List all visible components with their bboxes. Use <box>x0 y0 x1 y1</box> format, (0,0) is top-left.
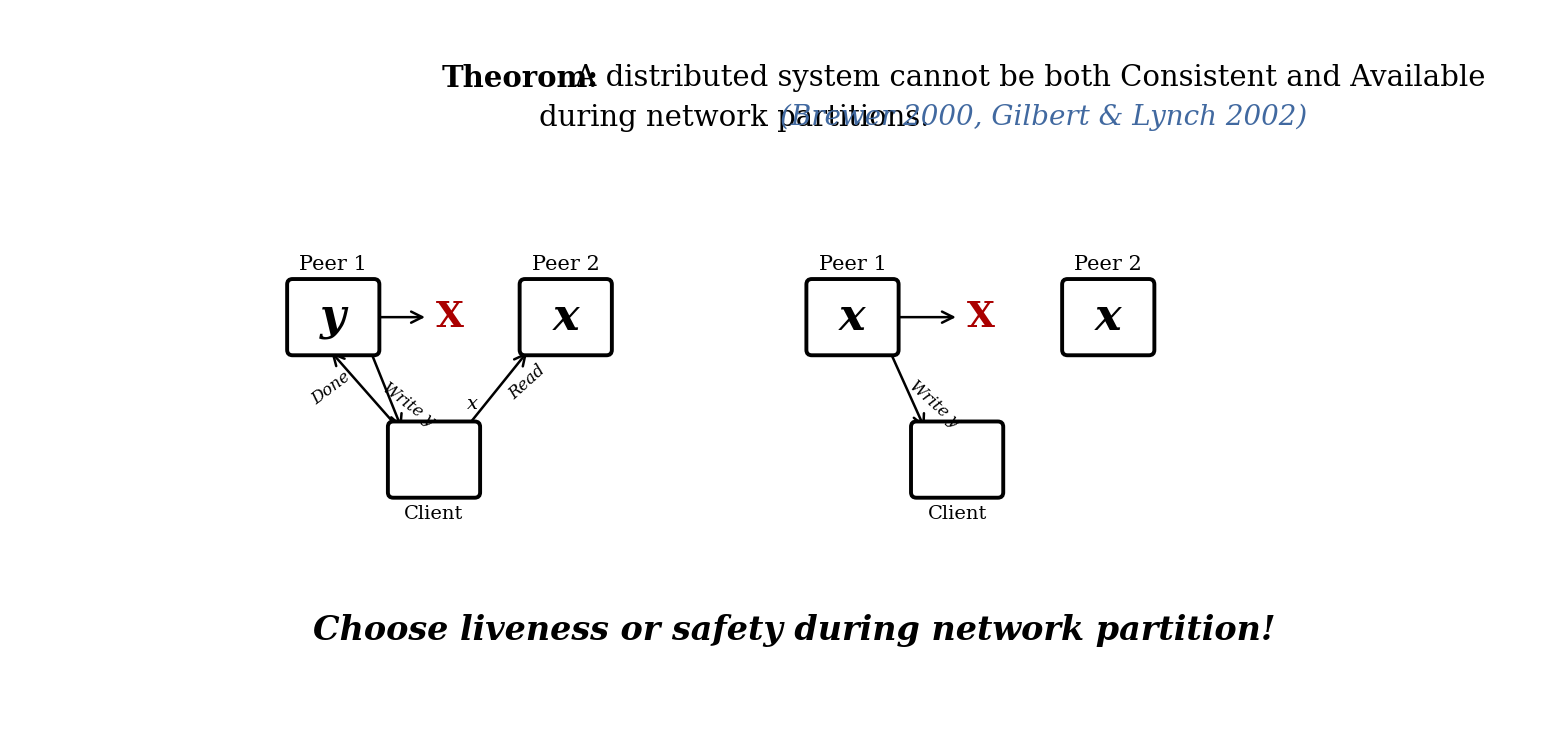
Text: Write y: Write y <box>378 379 437 429</box>
Text: x: x <box>467 395 479 413</box>
Text: X: X <box>966 300 995 334</box>
Text: Write y: Write y <box>907 377 963 430</box>
FancyBboxPatch shape <box>287 279 380 356</box>
Text: x: x <box>552 296 580 339</box>
Text: Client: Client <box>927 506 987 524</box>
Text: Client: Client <box>405 506 463 524</box>
FancyBboxPatch shape <box>519 279 612 356</box>
FancyBboxPatch shape <box>911 422 1003 498</box>
Text: x: x <box>839 296 866 339</box>
Text: (Brewer 2000, Gilbert & Lynch 2002): (Brewer 2000, Gilbert & Lynch 2002) <box>780 104 1307 130</box>
FancyBboxPatch shape <box>1062 279 1155 356</box>
Text: Peer 1: Peer 1 <box>818 256 887 274</box>
Text: y: y <box>321 296 346 339</box>
Text: X: X <box>436 300 463 334</box>
FancyBboxPatch shape <box>388 422 480 498</box>
FancyBboxPatch shape <box>806 279 899 356</box>
Text: Peer 2: Peer 2 <box>1074 256 1142 274</box>
Text: Done: Done <box>308 368 353 409</box>
Text: Peer 2: Peer 2 <box>532 256 600 274</box>
Text: Theorom:: Theorom: <box>442 64 598 93</box>
Text: Choose liveness or safety during network partition!: Choose liveness or safety during network… <box>313 614 1276 647</box>
Text: A distributed system cannot be both Consistent and Available: A distributed system cannot be both Cons… <box>566 64 1485 92</box>
Text: x: x <box>1094 296 1122 339</box>
Text: during network partitions.: during network partitions. <box>539 104 939 131</box>
Text: Peer 1: Peer 1 <box>299 256 367 274</box>
Text: Read: Read <box>505 362 549 403</box>
